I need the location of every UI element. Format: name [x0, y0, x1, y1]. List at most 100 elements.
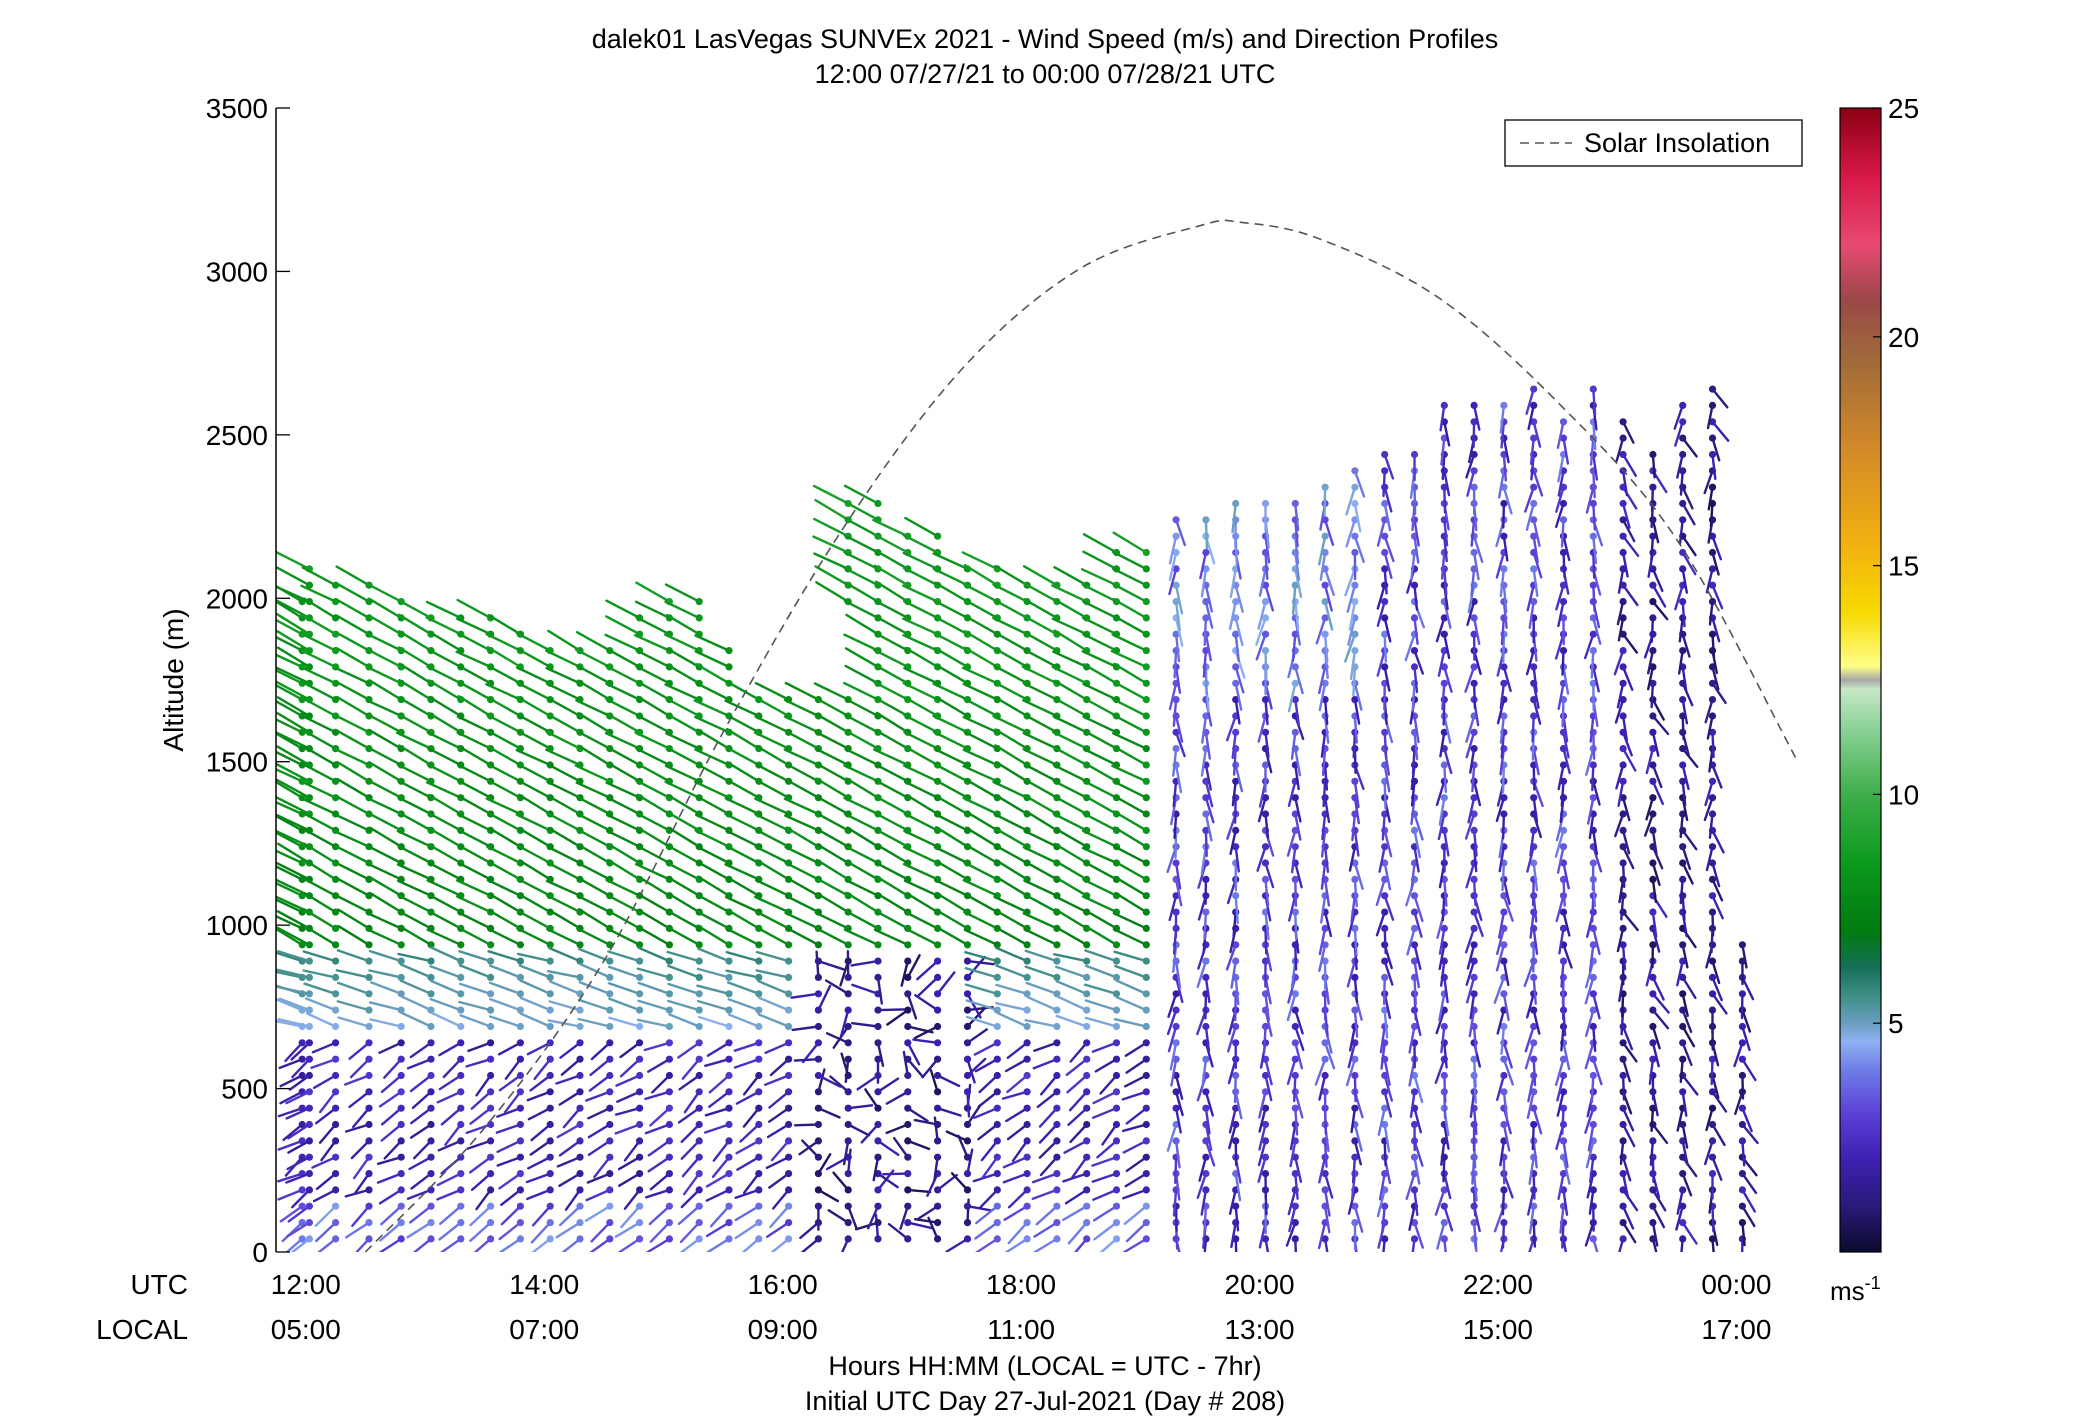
wind-barb-shaft — [1323, 1237, 1329, 1252]
wind-barb-dot — [636, 973, 644, 982]
wind-barb-shaft — [456, 731, 492, 750]
wind-barb-shaft — [1617, 616, 1625, 642]
wind-barb-shaft — [1443, 1041, 1448, 1069]
wind-barb-dot — [844, 1120, 852, 1129]
wind-barb-shaft — [1621, 1204, 1635, 1230]
y-tick-label: 3500 — [206, 93, 268, 124]
wind-barb-dot — [457, 1006, 465, 1014]
wind-barb-shaft — [1621, 1106, 1635, 1132]
wind-barb-dot — [1172, 696, 1180, 704]
wind-barb-shaft — [677, 1204, 701, 1226]
wind-barb-shaft — [1112, 713, 1148, 734]
wind-barb-dot — [934, 1219, 942, 1227]
wind-barb-shaft — [839, 1008, 850, 1038]
wind-barb-shaft — [1439, 731, 1446, 758]
wind-barb-shaft — [503, 1090, 522, 1114]
wind-barb-dot — [1738, 990, 1746, 998]
wind-barb-shaft — [276, 849, 304, 865]
wind-barb-shaft — [1524, 1041, 1535, 1070]
wind-barb-shaft — [1681, 943, 1689, 969]
wind-barb-shaft — [1532, 518, 1541, 547]
wind-barb-shaft — [1443, 665, 1453, 693]
wind-barb-shaft — [1062, 1172, 1088, 1183]
wind-barb-dot — [1440, 614, 1448, 622]
wind-barb-shaft — [1554, 502, 1565, 528]
wind-barb-shaft — [427, 893, 462, 914]
wind-barb-shaft — [1256, 845, 1267, 872]
wind-barb-dot — [1321, 483, 1329, 491]
wind-barb-shaft — [1099, 1074, 1118, 1095]
wind-barb-dot — [1381, 598, 1389, 606]
wind-barb-dot — [1619, 859, 1627, 867]
wind-barb-shaft — [1708, 747, 1714, 773]
wind-barb-shaft — [1002, 1172, 1029, 1184]
wind-barb-dot — [1351, 924, 1359, 933]
wind-barb-shaft — [1067, 1106, 1088, 1127]
wind-barb-dot — [1470, 663, 1478, 671]
wind-barb-shaft — [1234, 1139, 1238, 1167]
wind-barb-dot — [305, 1153, 313, 1161]
wind-barb-shaft — [336, 877, 371, 897]
wind-barb-shaft — [1562, 747, 1571, 775]
wind-barb-shaft — [1711, 829, 1725, 854]
wind-barb-shaft — [963, 563, 999, 587]
wind-barb-dot — [332, 1235, 340, 1243]
wind-barb-shaft — [814, 911, 850, 930]
wind-barb-dot — [636, 941, 644, 949]
wind-barb-dot — [1053, 1170, 1061, 1178]
wind-barb-shaft — [1204, 665, 1208, 696]
wind-barb-shaft — [496, 1106, 522, 1118]
wind-barb-shaft — [1711, 436, 1721, 462]
wind-barb-shaft — [1383, 1074, 1394, 1102]
wind-barb-shaft — [1323, 649, 1329, 679]
wind-barb-shaft — [634, 731, 671, 750]
wind-barb-shaft — [366, 928, 403, 946]
wind-barb-shaft — [348, 1041, 371, 1060]
wind-barb-dot — [1053, 1137, 1061, 1145]
wind-barb-dot — [725, 1235, 733, 1243]
wind-barb-shaft — [963, 861, 999, 881]
wind-barb-dot — [1649, 810, 1657, 818]
wind-barb-shaft — [457, 911, 492, 930]
wind-barb-dot — [1440, 663, 1448, 671]
wind-barb-shaft — [844, 878, 880, 897]
wind-barb-shaft — [646, 1237, 671, 1252]
wind-barb-dot — [1083, 1202, 1091, 1210]
wind-barb-shaft — [1114, 891, 1148, 914]
wind-barb-shaft — [276, 745, 311, 767]
wind-barb-dot — [1530, 859, 1538, 867]
wind-barb-shaft — [1651, 1155, 1655, 1184]
wind-barb-shaft — [368, 729, 403, 750]
wind-barb-shaft — [1472, 845, 1478, 873]
wind-barb-dot — [1291, 1006, 1299, 1014]
wind-barb-dot — [1381, 663, 1389, 671]
wind-barb-shaft — [1681, 829, 1698, 851]
wind-barb-dot — [1679, 761, 1687, 769]
wind-barb-shaft — [1204, 763, 1212, 791]
wind-barb-shaft — [285, 1090, 311, 1105]
wind-barb-shaft — [1025, 981, 1059, 995]
wind-barb-shaft — [301, 681, 337, 701]
wind-barb-dot — [1619, 532, 1627, 540]
wind-barb-shaft — [367, 912, 403, 930]
wind-barb-shaft — [605, 878, 641, 897]
wind-barb-shaft — [1525, 387, 1535, 415]
wind-barb-shaft — [974, 1057, 999, 1073]
wind-barb-shaft — [608, 997, 641, 1012]
wind-barb-shaft — [845, 860, 880, 881]
wind-barb-dot — [1470, 1219, 1478, 1227]
wind-barb-shaft — [1741, 1008, 1752, 1033]
wind-barb-shaft — [1378, 845, 1386, 873]
wind-barb-shaft — [1204, 1139, 1216, 1167]
wind-barb-shaft — [1532, 535, 1539, 564]
wind-barb-shaft — [934, 663, 969, 685]
wind-barb-shaft — [1174, 600, 1181, 632]
wind-barb-dot — [1679, 565, 1687, 573]
wind-barb-dot — [427, 1137, 435, 1145]
wind-barb-shaft — [437, 1139, 462, 1152]
wind-barb-shaft — [893, 1136, 909, 1159]
wind-barb-dot — [1559, 1055, 1568, 1063]
wind-barb-shaft — [1562, 861, 1570, 890]
wind-barb-shaft — [933, 878, 969, 897]
wind-barb-shaft — [1443, 714, 1452, 744]
